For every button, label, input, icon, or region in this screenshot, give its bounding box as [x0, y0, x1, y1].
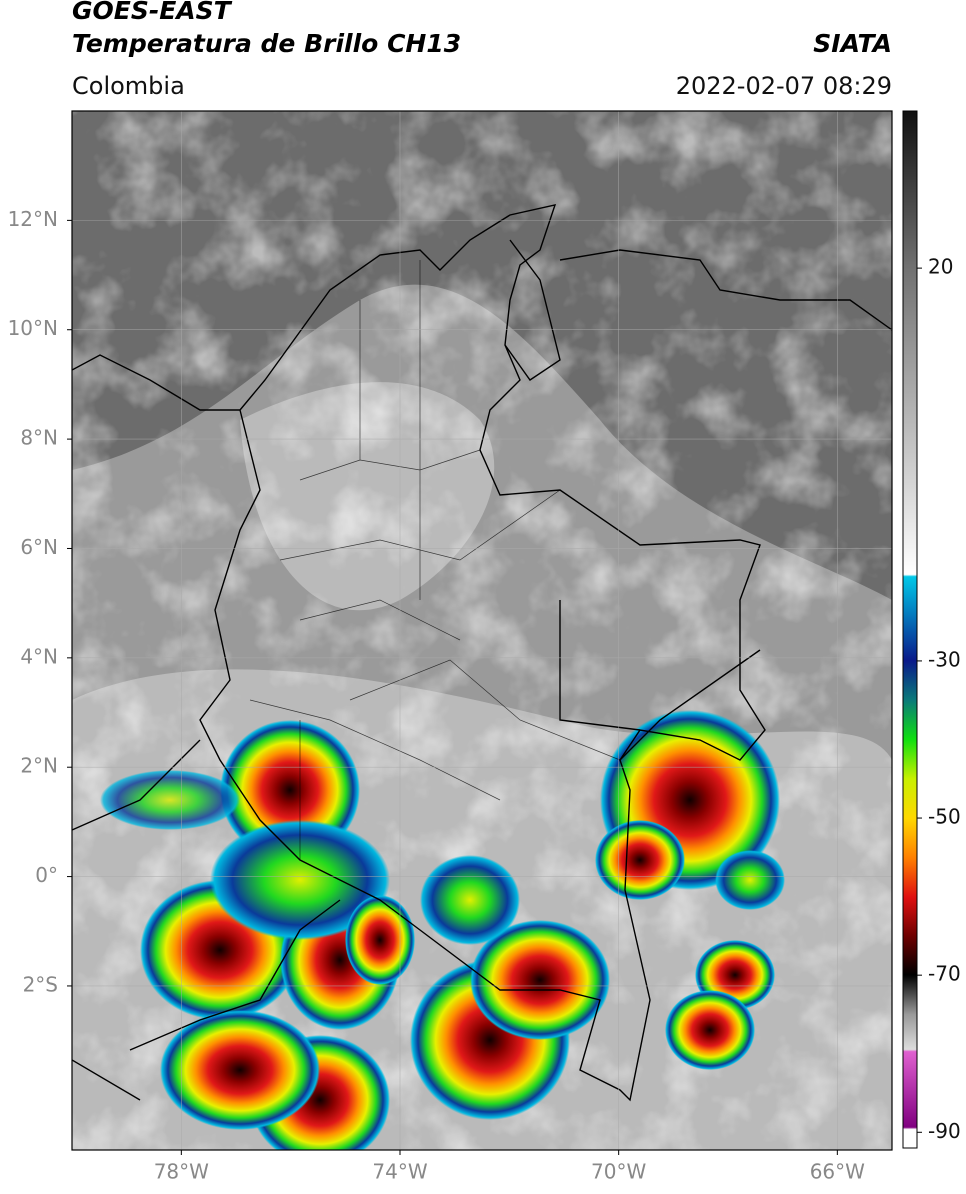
- graticule: [72, 111, 892, 1150]
- colorbar-tick-label: 20: [928, 255, 953, 279]
- map-frame: [71, 110, 893, 1151]
- y-tick-label: 8°N: [20, 426, 58, 450]
- border: [72, 739, 341, 1101]
- x-tick-label: 78°W: [154, 1160, 209, 1184]
- storm: [100, 770, 240, 830]
- x-tick-label: 70°W: [591, 1160, 646, 1184]
- y-tick-label: 2°S: [23, 972, 58, 996]
- storm: [160, 1010, 320, 1130]
- y-tick-label: 0°: [35, 863, 58, 887]
- storm: [595, 820, 685, 900]
- y-tick-label: 2°N: [20, 754, 58, 778]
- x-tick-label: 66°W: [810, 1160, 865, 1184]
- storm: [420, 855, 520, 945]
- y-tick-label: 6°N: [20, 535, 58, 559]
- colorbar-tick-label: -90: [928, 1119, 961, 1143]
- coast: [504, 239, 892, 381]
- border: [559, 600, 761, 761]
- subtitle: Temperatura de Brillo CH13: [72, 29, 461, 58]
- colorbar-tick-label: -50: [928, 805, 961, 829]
- colorbar: [902, 110, 918, 1149]
- datetime: 2022-02-07 08:29: [676, 72, 892, 100]
- y-tick-label: 12°N: [8, 207, 58, 231]
- colorbar-tick-label: -30: [928, 647, 961, 671]
- title: GOES-EAST: [72, 0, 233, 25]
- borders: [72, 204, 892, 1102]
- convection: [100, 710, 785, 1150]
- storm: [210, 820, 390, 940]
- departments: [249, 260, 621, 860]
- border: [72, 204, 766, 1102]
- x-tick-label: 74°W: [372, 1160, 427, 1184]
- source: SIATA: [813, 29, 892, 58]
- storm: [470, 920, 610, 1040]
- storm: [665, 990, 755, 1070]
- storm: [715, 850, 785, 910]
- colorbar-tick-label: -70: [928, 962, 961, 986]
- satellite-image: [72, 111, 892, 1150]
- storm: [345, 895, 415, 985]
- y-tick-label: 10°N: [8, 316, 58, 340]
- region: Colombia: [72, 72, 185, 100]
- y-tick-label: 4°N: [20, 644, 58, 668]
